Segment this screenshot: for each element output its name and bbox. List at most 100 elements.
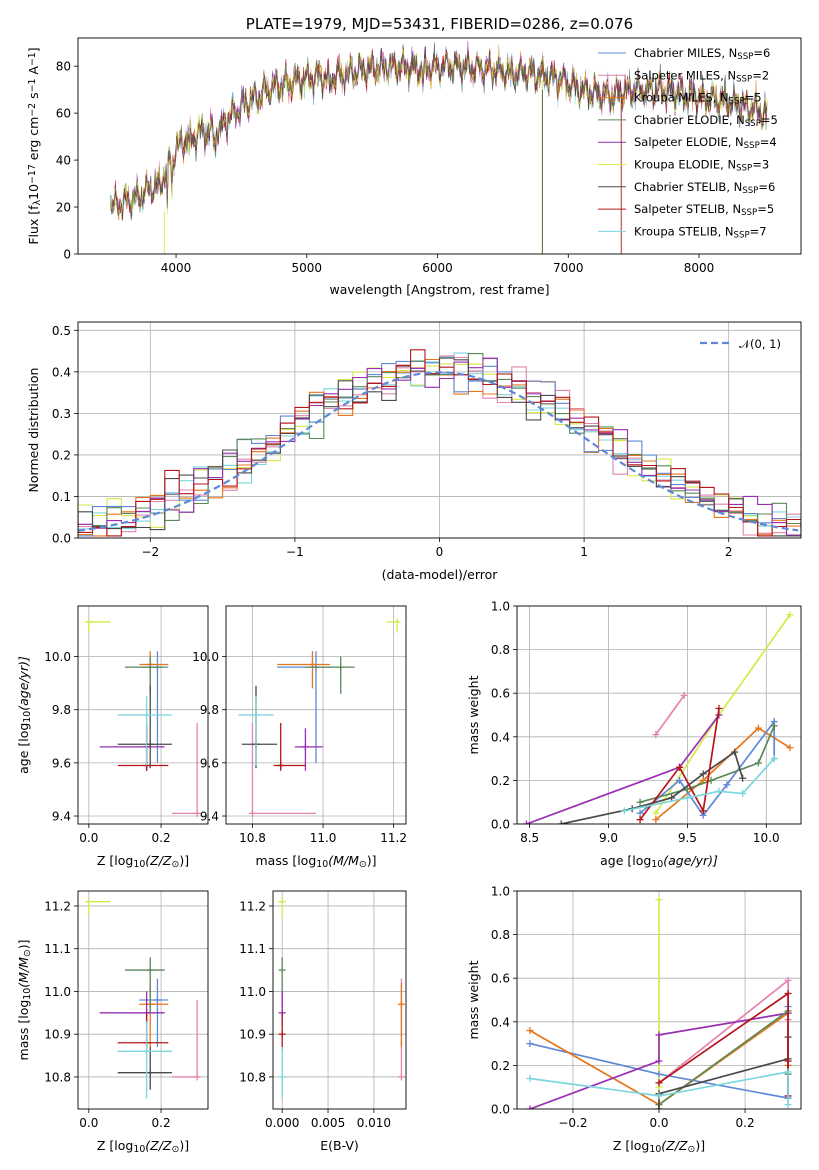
legend-entry: Chabrier STELIB, NSSP=6 xyxy=(634,180,775,196)
label-part: Kroupa ELODIE, N xyxy=(634,158,736,172)
series-line-chabrier_elodie xyxy=(658,1009,789,1106)
y-tick-label: 0.1 xyxy=(52,490,71,504)
x-axis-label: Z [log10(Z/Z⊙)] xyxy=(97,853,189,870)
label-part: SSP xyxy=(742,186,758,196)
x-tick-label: 1 xyxy=(580,545,588,559)
label-part: =2 xyxy=(752,68,769,82)
label-part: ⊙ xyxy=(22,949,33,957)
y-axis-label: mass [log10(M/M⊙)] xyxy=(16,940,33,1061)
histogram-salpeter_stelib xyxy=(78,349,801,537)
label-part: SSP xyxy=(734,230,750,240)
plot-area xyxy=(78,606,208,824)
x-tick-label: 10.8 xyxy=(239,831,266,845)
x-tick-label: 9.5 xyxy=(678,831,697,845)
label-part: (Z/Z xyxy=(661,1138,688,1153)
legend-entry: Salpeter ELODIE, NSSP=4 xyxy=(634,135,777,151)
panel-5: 8.5 9.0 9.5 10.0 0.0 0.2 0.4 0.6 0.8 1.0 age [log1… xyxy=(466,600,802,870)
label-part: =3 xyxy=(752,158,769,172)
label-part: =6 xyxy=(758,180,775,194)
label-part: =7 xyxy=(750,224,767,238)
panel-6: 0.0 0.210.810.911.011.111.2Z [log10(Z/Z⊙)… xyxy=(16,890,209,1155)
x-axis-label: mass [log10(M/M⊙)] xyxy=(256,853,377,870)
plot-area xyxy=(110,41,768,254)
label-part: −17 xyxy=(27,164,38,184)
label-part: 10 xyxy=(651,859,663,870)
y-tick-label: 9.6 xyxy=(200,756,219,770)
label-part: Chabrier STELIB, N xyxy=(634,180,742,194)
axes-frame xyxy=(516,890,802,1110)
label-part: Z [log xyxy=(97,853,133,868)
plot-area xyxy=(78,891,208,1109)
y-tick-label: 0.6 xyxy=(491,687,510,701)
label-part: Kroupa MILES, N xyxy=(634,91,729,105)
x-tick-label: 11.0 xyxy=(310,831,337,845)
legend-entry: Salpeter MILES, NSSP=2 xyxy=(634,68,769,84)
series-line-salpeter_elodie xyxy=(529,1012,789,1109)
series-line-kroupa_miles xyxy=(655,727,791,821)
x-axis-label: Z [log10(Z/Z⊙)] xyxy=(613,1138,705,1155)
panel-1: 4000 5000 6000 7000 8000 0 20 40 60 80 PLATE=1979,… xyxy=(26,15,802,297)
legend-entry: 𝒩(0, 1) xyxy=(739,337,781,351)
label-part: 10 xyxy=(133,859,145,870)
axes-frame xyxy=(77,321,802,539)
y-tick-label: 10.9 xyxy=(44,1028,71,1042)
plot-area xyxy=(273,891,406,1109)
label-part: SSP xyxy=(744,141,760,151)
y-tick-label: 0.6 xyxy=(491,972,510,986)
plot-area xyxy=(517,891,801,1109)
x-tick-label: 4000 xyxy=(161,261,192,275)
label-part: Salpeter MILES, N xyxy=(634,68,736,82)
label-part: Z [log xyxy=(97,1138,133,1153)
x-tick-label: 11.2 xyxy=(380,831,407,845)
series-line-chabrier_stelib xyxy=(658,1037,789,1109)
y-tick-label: 9.4 xyxy=(200,810,219,824)
label-part: Flux [f xyxy=(26,205,41,245)
spectrum-chabrier_stelib xyxy=(110,42,768,221)
label-part: SSP xyxy=(741,208,757,218)
x-tick-label: −1 xyxy=(286,545,304,559)
plot-area xyxy=(226,606,406,824)
y-tick-label: 1.0 xyxy=(491,600,510,614)
axes-frame xyxy=(77,890,209,1110)
series-line-salpeter_miles xyxy=(655,694,685,736)
series-line-salpeter_stelib xyxy=(639,708,720,821)
label-part: Z [log xyxy=(613,1138,649,1153)
y-tick-label: 10.0 xyxy=(192,650,219,664)
x-tick-label: 0.2 xyxy=(152,1116,171,1130)
label-part: −2 xyxy=(27,103,38,117)
legend: 𝒩(0, 1) xyxy=(700,337,781,351)
y-tick-label: 0.3 xyxy=(52,407,71,421)
y-axis-label: age [log10(age/yr)] xyxy=(16,656,33,774)
x-tick-label: 8000 xyxy=(684,261,715,275)
label-part: SSP xyxy=(737,52,753,62)
y-tick-label: 0.2 xyxy=(491,774,510,788)
ticks: 0.0 0.2 9.4 9.6 9.8 10.0 xyxy=(44,650,170,845)
label-part: 10 xyxy=(133,1144,145,1155)
label-part: 10 xyxy=(22,711,33,723)
axes-frame xyxy=(77,605,209,825)
legend-entry: Kroupa MILES, NSSP=5 xyxy=(634,91,762,107)
x-tick-label: 0.0 xyxy=(649,1116,668,1130)
y-tick-label: 9.6 xyxy=(52,756,71,770)
y-tick-label: 0.2 xyxy=(52,448,71,462)
ticks: 10.8 11.0 11.2 9.4 9.6 9.8 10.0 xyxy=(192,650,407,845)
ticks: −2 −1 0 1 2 0.0 0.1 0.2 0.3 0.4 0.5 xyxy=(52,324,733,559)
panel-7: 0.000 0.005 0.010 10.8 10.9 11.0 11.1 11.2 E(B-V… xyxy=(239,890,407,1153)
label-part: 10 xyxy=(649,1144,661,1155)
label-part: 10 xyxy=(22,988,33,1000)
label-part: (Z/Z xyxy=(145,1138,172,1153)
plot-area xyxy=(517,606,801,824)
label-part: )] xyxy=(367,853,377,868)
label-part: Salpeter STELIB, N xyxy=(634,202,741,216)
label-part: =5 xyxy=(761,113,778,127)
ticks: −0.2 0.0 0.2 0.0 0.2 0.4 0.6 0.8 1.0 xyxy=(491,885,755,1131)
label-part: Kroupa STELIB, N xyxy=(634,224,734,238)
series-line-salpeter_stelib xyxy=(658,991,789,1096)
y-axis-label: Normed distribution xyxy=(26,368,41,493)
label-part: Chabrier ELODIE, N xyxy=(634,113,745,127)
y-tick-label: 40 xyxy=(56,154,71,168)
legend-entry: Kroupa STELIB, NSSP=7 xyxy=(634,224,767,240)
label-part: SSP xyxy=(745,119,761,129)
legend-entry: Chabrier ELODIE, NSSP=5 xyxy=(634,113,778,129)
